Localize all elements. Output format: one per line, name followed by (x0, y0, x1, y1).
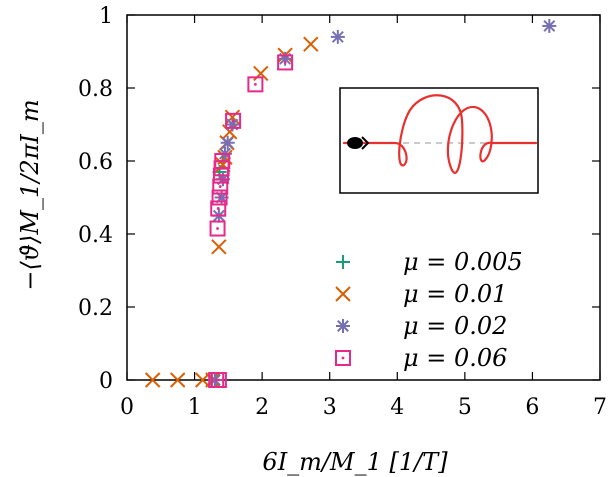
legend-label: μ = 0.06 (403, 344, 507, 372)
legend-marker-dotted-square (335, 350, 351, 366)
inset-trajectory (339, 87, 539, 194)
plot-frame (126, 14, 601, 381)
data-points (144, 18, 557, 388)
x-tick-label: 1 (188, 395, 202, 420)
data-point-star (330, 29, 345, 44)
legend-label: μ = 0.01 (403, 280, 507, 308)
data-point-dotted-square (277, 54, 294, 71)
x-axis-label: 6I_m/M_1 [1/T] (262, 448, 448, 476)
y-axis-label: −⟨ϑ̇⟩M_1/2πI_m (16, 99, 44, 290)
legend-marker-plus (336, 255, 350, 269)
data-point-star (220, 135, 235, 150)
y-tick-label: 0.4 (78, 223, 113, 248)
data-point-cross (303, 36, 319, 52)
x-tick-label: 7 (593, 395, 607, 420)
data-point-star (225, 117, 240, 132)
legend-label: μ = 0.02 (403, 312, 507, 340)
x-tick-label: 4 (390, 395, 404, 420)
data-point-cross (169, 372, 186, 388)
inset-frame (339, 87, 539, 194)
x-tick-label: 3 (323, 395, 337, 420)
x-tick-label: 5 (458, 395, 472, 420)
tick-labels: 0 1 2 3 4 5 6 7 0 0.2 0.4 0.6 0.8 1 (78, 4, 607, 420)
y-tick-label: 1 (99, 4, 113, 29)
y-tick-label: 0 (99, 369, 113, 394)
y-tick-label: 0.8 (78, 77, 113, 102)
legend: μ = 0.005 μ = 0.01 μ = 0.02 μ = 0.06 (335, 248, 523, 372)
data-point-cross (144, 372, 161, 388)
data-point-dotted-square (210, 200, 227, 217)
y-tick-label: 0.6 (78, 150, 113, 175)
x-tick-label: 6 (525, 395, 539, 420)
data-point-dotted-square (212, 178, 229, 195)
legend-marker-cross (335, 286, 351, 302)
data-point-dotted-square (247, 76, 264, 93)
data-point-cross (211, 239, 227, 255)
plot-axes (126, 14, 601, 381)
data-point-dotted-square (209, 220, 226, 237)
legend-label: μ = 0.005 (403, 248, 523, 276)
x-tick-label: 2 (255, 395, 269, 420)
data-point-dotted-square (211, 189, 228, 206)
data-point-dotted-square (210, 372, 227, 388)
y-tick-label: 0.2 (78, 296, 113, 321)
spiral-trajectory-icon (342, 94, 538, 174)
tick-marks (126, 14, 601, 381)
data-point-star (542, 18, 557, 33)
direction-arrow-icon (361, 136, 370, 150)
data-point-dotted-square (225, 112, 242, 129)
body-marker (347, 137, 363, 149)
x-tick-label: 0 (120, 395, 134, 420)
data-point-cross (224, 109, 241, 125)
data-point-dotted-square (214, 153, 231, 169)
legend-marker-star (336, 319, 350, 333)
